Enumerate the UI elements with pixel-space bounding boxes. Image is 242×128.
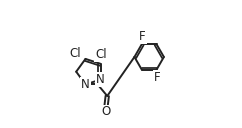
Text: N: N [96, 73, 105, 86]
Text: O: O [101, 105, 111, 119]
Text: N: N [81, 78, 90, 91]
Text: Cl: Cl [95, 48, 107, 61]
Text: F: F [154, 71, 160, 84]
Text: F: F [139, 30, 146, 43]
Text: Cl: Cl [69, 47, 81, 60]
